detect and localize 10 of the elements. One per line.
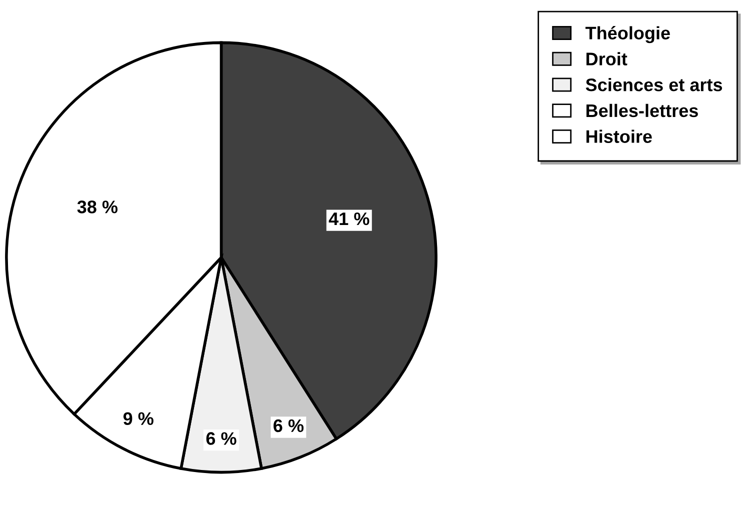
data-label: 6 % bbox=[206, 432, 236, 445]
data-label: 38 % bbox=[77, 200, 118, 214]
legend-label: Histoire bbox=[586, 130, 652, 143]
legend-label: Belles-lettres bbox=[586, 104, 698, 118]
data-label: 41 % bbox=[328, 212, 370, 226]
legend-label: Théologie bbox=[585, 26, 670, 44]
data-label: 9 % bbox=[123, 412, 154, 426]
legend-label: Droit bbox=[586, 52, 628, 66]
legend-label: Sciences et arts bbox=[586, 78, 722, 92]
data-label: 6 % bbox=[274, 419, 304, 432]
